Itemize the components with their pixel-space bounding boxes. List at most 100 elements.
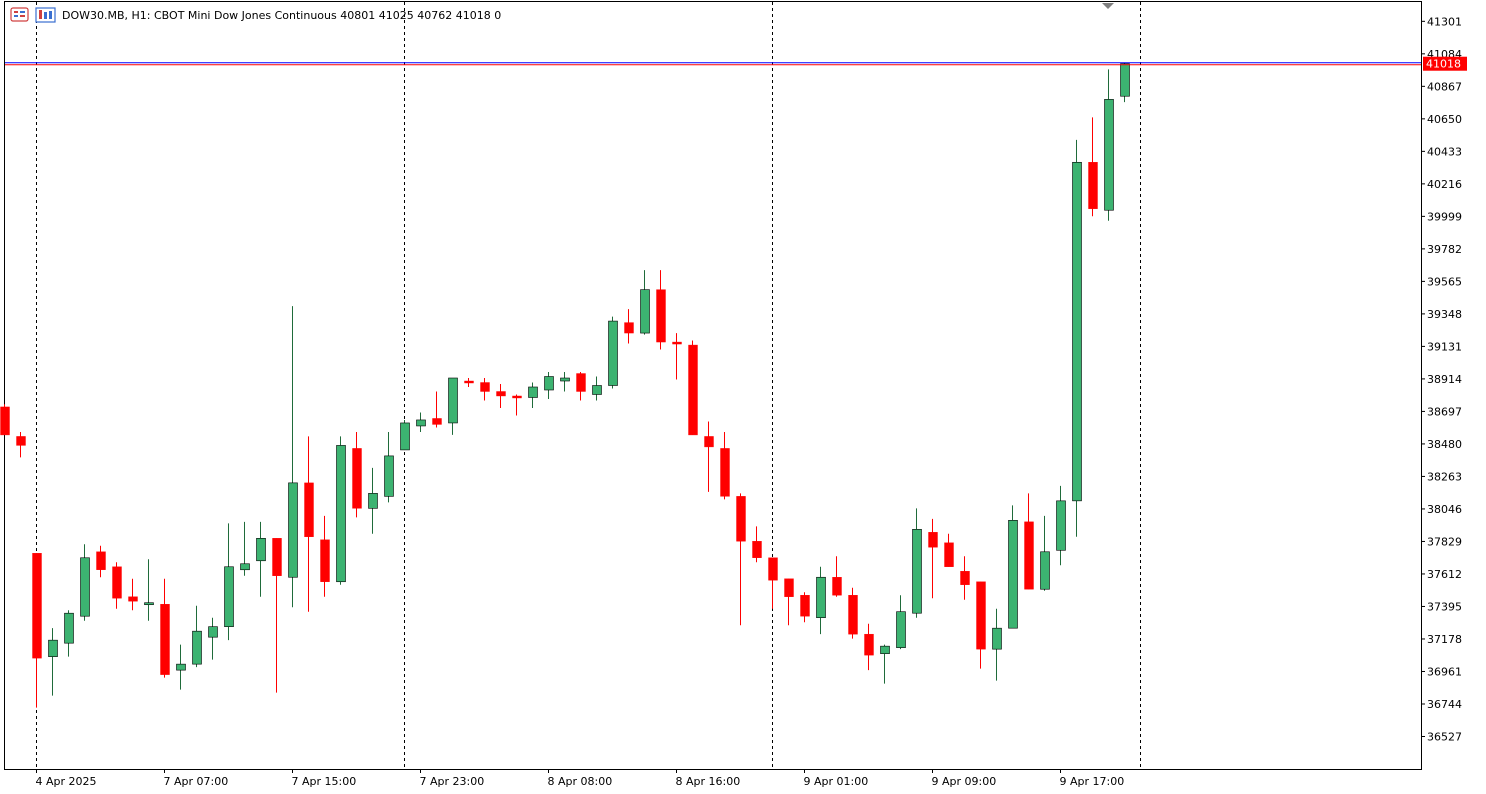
- candle-body: [96, 551, 106, 570]
- candle-body: [368, 493, 378, 509]
- candle-body: [784, 578, 794, 597]
- candle-body: [752, 541, 762, 558]
- candle-body: [288, 482, 298, 578]
- candle-body: [128, 596, 138, 602]
- candle-bull: [560, 372, 570, 392]
- x-tick-label: 8 Apr 16:00: [676, 775, 741, 788]
- candle-bear: [1024, 493, 1034, 590]
- candle-bear: [736, 493, 746, 626]
- y-tick-label: 39782: [1427, 243, 1462, 256]
- candle-bull: [912, 508, 922, 618]
- candle-body: [736, 496, 746, 542]
- chart-icon[interactable]: [35, 7, 56, 23]
- candle-bull: [544, 372, 554, 399]
- symbol-info: DOW30.MB, H1: CBOT Mini Dow Jones Contin…: [62, 9, 501, 22]
- candle-body: [144, 602, 154, 606]
- candle-body: [848, 595, 858, 635]
- candle-body: [64, 612, 74, 644]
- candle-body: [1120, 63, 1130, 97]
- candle-body: [528, 386, 538, 398]
- candle-body: [544, 376, 554, 391]
- candle-bull: [64, 610, 74, 657]
- candle-body: [688, 344, 698, 436]
- x-tick-label: 4 Apr 2025: [36, 775, 97, 788]
- y-tick-label: 39999: [1427, 210, 1462, 223]
- candle-bull: [48, 628, 58, 696]
- candle-body: [384, 455, 394, 497]
- candle-body: [944, 542, 954, 567]
- candle-body: [208, 626, 218, 638]
- candle-body: [928, 532, 938, 548]
- chart-shift-marker[interactable]: [1102, 3, 1114, 9]
- candle-bull: [192, 605, 202, 668]
- candle-body: [640, 289, 650, 334]
- candle-bull: [1040, 515, 1050, 591]
- candle-body: [912, 529, 922, 614]
- plot-area[interactable]: [4, 1, 1422, 770]
- candle-bear: [496, 384, 506, 408]
- candle-bear: [928, 518, 938, 599]
- y-tick-label: 41301: [1427, 15, 1462, 28]
- candle-body: [336, 445, 346, 583]
- candle-bear: [480, 378, 490, 401]
- candle-body: [800, 595, 810, 617]
- candle-body: [512, 395, 522, 399]
- header: DOW30.MB, H1: CBOT Mini Dow Jones Contin…: [10, 7, 501, 23]
- candle-bear: [960, 556, 970, 600]
- candle-bull: [224, 523, 234, 641]
- time-axis[interactable]: 4 Apr 2025 7 Apr 07:00 7 Apr 15:00 7 Apr 23…: [36, 769, 1125, 788]
- y-tick-label: 36961: [1427, 665, 1462, 678]
- candle-body: [272, 538, 282, 576]
- y-tick-label: 38263: [1427, 470, 1462, 483]
- candle-bull: [240, 521, 250, 576]
- x-tick-label: 7 Apr 15:00: [292, 775, 357, 788]
- candle-bear: [752, 526, 762, 563]
- y-tick-label: 39131: [1427, 340, 1462, 353]
- candle-body: [352, 448, 362, 509]
- candle-bull: [384, 431, 394, 503]
- candle-bull: [400, 419, 410, 451]
- candle-bear: [784, 578, 794, 626]
- y-tick-label: 37612: [1427, 568, 1462, 581]
- candle-bear: [976, 581, 986, 669]
- y-tick-label: 40433: [1427, 145, 1462, 158]
- y-tick-label: 38046: [1427, 503, 1462, 516]
- candle-bull: [288, 306, 298, 608]
- candle-bear: [432, 391, 442, 428]
- candle-body: [1024, 521, 1034, 590]
- candle-body: [592, 385, 602, 395]
- candle-bull: [176, 644, 186, 690]
- price-axis[interactable]: 4130141084408674065040433402163999939782…: [1421, 15, 1467, 743]
- candle-bear: [1088, 117, 1098, 217]
- candle-bear: [944, 533, 954, 567]
- candle-bull: [368, 467, 378, 534]
- candle-body: [192, 630, 202, 665]
- candle-body: [16, 436, 26, 446]
- candle-body: [1072, 161, 1082, 502]
- candle-body: [112, 566, 122, 599]
- candle-bull: [992, 608, 1002, 681]
- candle-body: [672, 341, 682, 345]
- y-tick-label: 39348: [1427, 308, 1462, 321]
- candle-bull: [640, 270, 650, 335]
- y-tick-label: 39565: [1427, 275, 1462, 288]
- x-tick-label: 8 Apr 08:00: [548, 775, 613, 788]
- candle-body: [624, 322, 634, 334]
- candle-bull: [1104, 69, 1114, 221]
- candle-bull: [448, 377, 458, 435]
- candle-body: [992, 627, 1002, 650]
- candle-body: [240, 563, 250, 571]
- candle-body: [768, 557, 778, 581]
- candle-body: [256, 538, 266, 562]
- candle-body: [560, 377, 570, 382]
- trade-panel-icon[interactable]: [10, 7, 29, 22]
- candle-body: [816, 576, 826, 618]
- candle-bull: [336, 436, 346, 585]
- candle-body: [1040, 551, 1050, 590]
- candle-bull: [592, 376, 602, 401]
- candle-body: [832, 577, 842, 596]
- candle-bear: [720, 431, 730, 500]
- candle-body: [896, 611, 906, 648]
